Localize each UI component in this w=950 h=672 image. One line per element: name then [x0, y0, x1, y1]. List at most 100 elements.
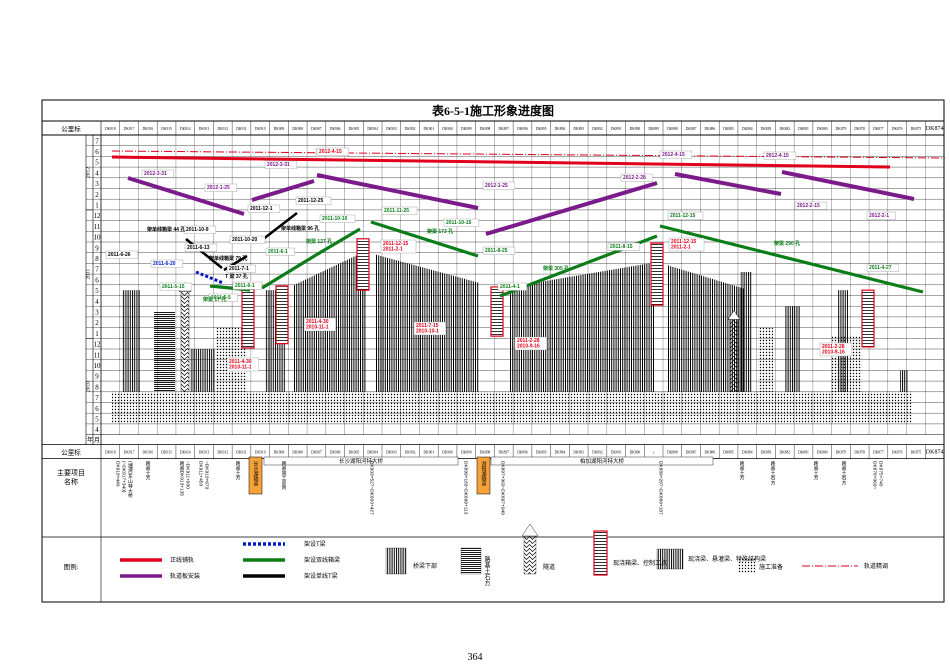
box-girder-line: [370, 220, 479, 258]
page-number: 364: [467, 652, 483, 663]
bridge-substructure: [740, 271, 752, 392]
pier-stroke: [615, 269, 617, 392]
pier-stroke: [545, 280, 547, 392]
date-label-box: [443, 218, 480, 227]
chainage-tick: DK895: [536, 127, 547, 131]
date-label-box: [607, 242, 641, 251]
chainage-tick: DK902: [405, 127, 416, 131]
bridge-substructure: [900, 370, 908, 392]
item-name: ~DK911+930: [185, 461, 191, 489]
date-label: 2012-3-31: [144, 171, 167, 177]
pier-stroke: [296, 283, 298, 392]
pier-stroke: [679, 268, 680, 392]
pier-stroke: [595, 272, 597, 392]
pier-stroke: [648, 263, 650, 392]
chainage-tick: DK890: [630, 127, 641, 131]
legend-swatch: [385, 547, 407, 575]
date-label: 2011-12-25: [298, 198, 324, 204]
pier-stroke: [402, 262, 404, 392]
date-label-box: [659, 150, 693, 159]
pier-stroke: [573, 276, 575, 392]
date-label: 2011-10-20: [232, 237, 258, 243]
pier-stroke: [340, 262, 342, 392]
date-label-box: [763, 151, 797, 160]
main-items-section: 主要项目名称 长沙湖阳河特大桥 柏加湖阳河特大桥 长沙湖隧道 浏阳湖隧道 DK918+44…: [42, 456, 944, 602]
pier-stroke: [549, 280, 551, 392]
pier-stroke: [668, 265, 669, 392]
year-label: 2010: [86, 381, 92, 392]
pier-stroke: [598, 272, 599, 392]
chart-title: 表6-5-1施工形象进度图: [431, 103, 554, 118]
pier-stroke: [477, 282, 479, 392]
pier-stroke: [376, 254, 377, 392]
pier-stroke: [455, 276, 457, 392]
pier-stroke: [626, 267, 628, 392]
control-point-box: [490, 286, 504, 337]
chainage-tick: DK911: [236, 451, 247, 455]
pier-stroke: [378, 255, 380, 392]
date-label-box: [226, 264, 256, 273]
chainage-tick: DK911: [236, 127, 247, 131]
month-label: 2: [95, 319, 99, 327]
date-label-box: [866, 263, 900, 272]
pier-stroke: [355, 255, 357, 392]
month-label: 5: [95, 287, 99, 295]
legend-item: 施工准备: [759, 563, 783, 571]
pier-stroke: [387, 257, 388, 392]
pier-stroke: [613, 269, 615, 392]
chainage-tick: DK913: [199, 127, 210, 131]
pier-stroke: [384, 257, 386, 392]
pier-stroke: [593, 272, 595, 392]
year-label: 2012: [86, 167, 92, 178]
date-label-box: [482, 181, 516, 190]
date-label: 2011-8-15: [610, 244, 633, 250]
chainage-tick: DK878: [854, 127, 865, 131]
chainage-tick: DK918: [105, 127, 116, 131]
chainage-tick: DK885: [723, 451, 734, 455]
tunnel-bar-head: [727, 310, 741, 320]
month-label: 6: [95, 148, 99, 156]
date-label: 2011-12-15: [670, 213, 696, 219]
control-point-box: [241, 287, 255, 349]
chainage-tick: DK892: [592, 127, 603, 131]
pier-stroke: [582, 274, 584, 392]
item-name: DK875+740: [878, 461, 884, 487]
pier-stroke: [453, 275, 454, 392]
date-label: 2011-7-15 2010-10-1: [416, 323, 439, 335]
month-label: 9: [95, 244, 99, 252]
month-label: 2: [95, 191, 99, 199]
pier-stroke: [725, 283, 727, 392]
slab-install-line: [251, 179, 315, 202]
chainage-tick: DK915: [161, 127, 172, 131]
girder-count-label: 架单线箱梁 44 孔: [146, 226, 185, 233]
pier-stroke: [600, 271, 602, 392]
chainage-tick: DK889: [648, 127, 659, 131]
chainage-tick: DK906: [330, 451, 341, 455]
pier-stroke: [565, 277, 566, 392]
year-label: 2011: [86, 268, 92, 279]
item-name: 路基土石方: [841, 460, 846, 486]
chainage-tick: DK882: [779, 451, 790, 455]
chainage-tick: DK890: [630, 451, 641, 455]
date-label-box: [295, 196, 332, 205]
pier-stroke: [316, 274, 317, 392]
chainage-tick: DK878: [854, 451, 865, 455]
chainage-tick: DK894: [555, 451, 566, 455]
pier-stroke: [653, 262, 654, 392]
date-label-box: [105, 250, 139, 259]
legend-swatch: [460, 547, 482, 575]
chainage-tick: DK875: [911, 451, 922, 455]
date-label: 2011-2-28 2010-9-16: [517, 338, 540, 350]
pier-stroke: [609, 270, 610, 392]
item-name: 路基土方: [235, 460, 240, 481]
chainage-tick: DK887: [686, 451, 697, 455]
pier-stroke: [313, 275, 315, 392]
item-name: 路基土方: [813, 460, 818, 481]
pier-stroke: [448, 274, 450, 392]
pier-stroke: [307, 278, 309, 392]
chainage-tick: DK908: [292, 451, 303, 455]
pier-stroke: [357, 254, 359, 392]
month-label: 10: [94, 234, 102, 242]
item-name: 路基土方: [145, 460, 150, 481]
